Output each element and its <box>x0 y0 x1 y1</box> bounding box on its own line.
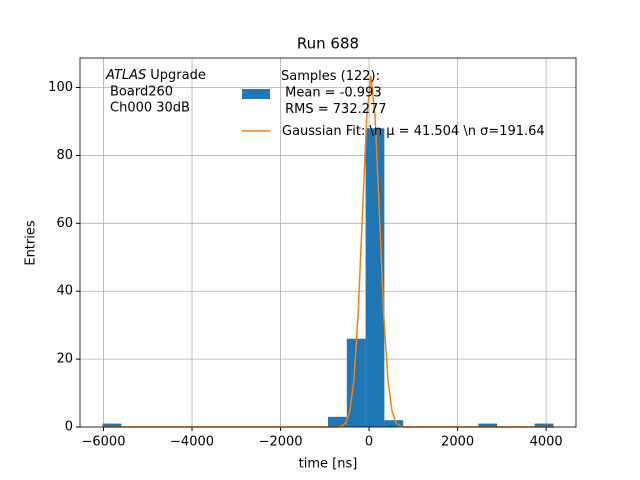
legend-line: Mean = -0.993 <box>281 85 382 100</box>
bar <box>478 423 498 427</box>
x-tick-label: −4000 <box>170 435 214 450</box>
legend-patch <box>242 89 270 99</box>
annotation-text: Upgrade <box>150 68 206 83</box>
bar <box>534 423 554 427</box>
fit-line <box>103 75 555 428</box>
x-tick-label: −2000 <box>259 435 303 450</box>
annotation: Ch000 30dB <box>110 101 190 116</box>
legend-line: RMS = 732.277 <box>281 102 387 117</box>
bar <box>365 128 385 428</box>
x-tick-label: −6000 <box>82 435 126 450</box>
y-tick-label: 100 <box>48 80 73 95</box>
chart-title: Run 688 <box>297 35 359 53</box>
legend-line: Gaussian Fit: \n μ = 41.504 \n σ=191.64 <box>282 124 545 139</box>
annotation: ATLAS Upgrade <box>105 68 206 83</box>
x-axis-label: time [ns] <box>299 457 358 472</box>
annotation: Board260 <box>110 85 173 100</box>
y-tick-label: 40 <box>56 284 73 299</box>
y-tick-label: 0 <box>65 420 73 435</box>
y-tick-label: 80 <box>56 148 73 163</box>
plot-frame <box>79 57 577 428</box>
bar <box>384 420 404 427</box>
bar <box>346 338 366 427</box>
y-axis-label: Entries <box>24 220 39 266</box>
annotation-italic: ATLAS <box>105 68 146 83</box>
y-tick-label: 20 <box>56 352 73 367</box>
legend-label: Gaussian Fit: \n μ = 41.504 \n σ=191.64 <box>282 124 545 139</box>
legend-label: Samples (122): Mean = -0.993 RMS = 732.2… <box>281 69 387 117</box>
x-tick-label: 0 <box>365 435 373 450</box>
x-tick-label: 2000 <box>441 435 474 450</box>
y-tick-label: 60 <box>56 216 73 231</box>
legend-line: Samples (122): <box>281 69 380 84</box>
bar <box>328 416 347 427</box>
x-tick-label: 4000 <box>530 435 563 450</box>
bar <box>102 423 122 427</box>
